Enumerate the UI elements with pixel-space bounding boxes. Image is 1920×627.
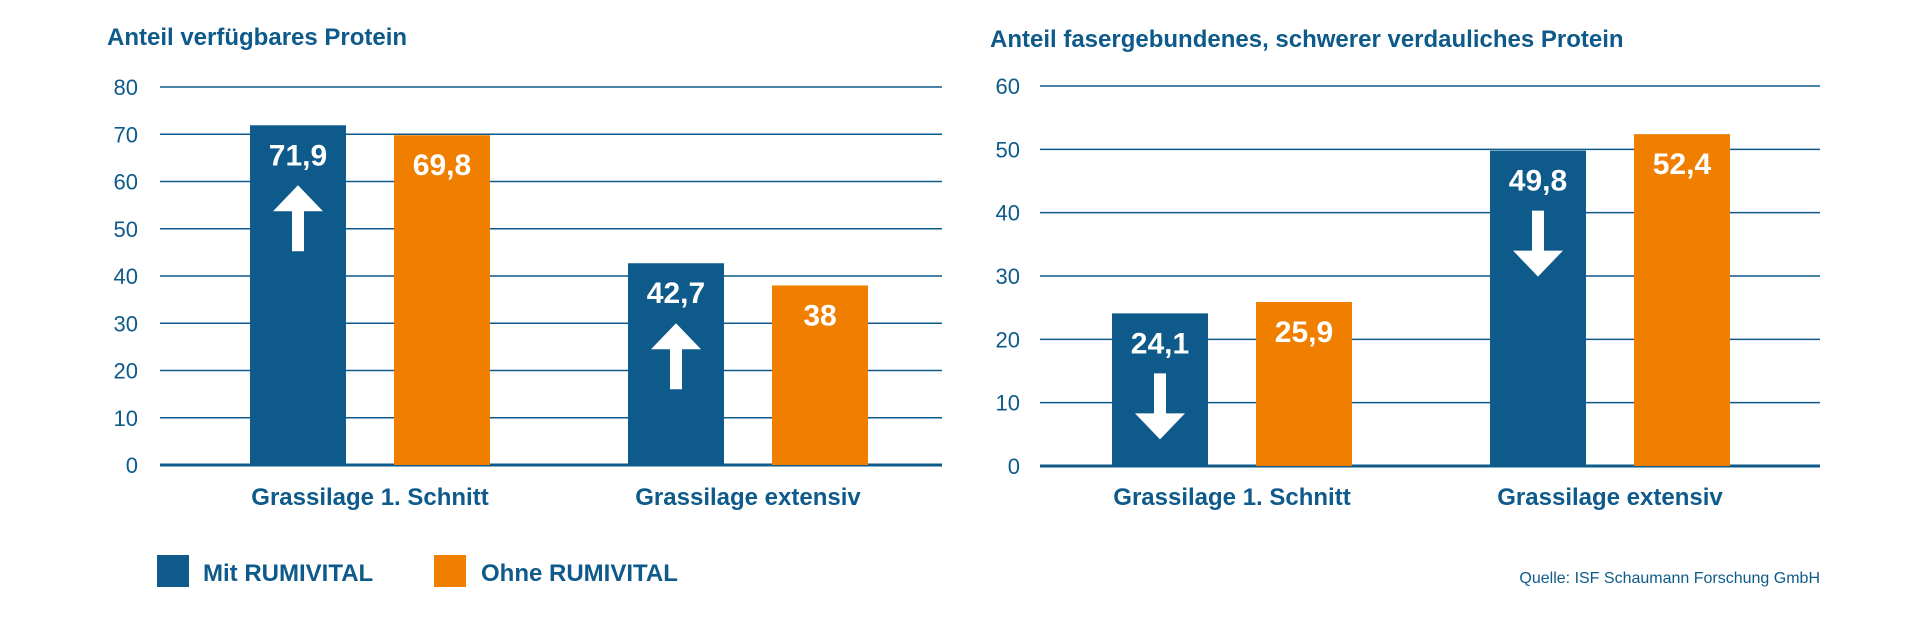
y-tick-label: 50	[996, 137, 1020, 162]
y-tick-label: 80	[114, 75, 138, 100]
y-tick-label: 20	[114, 359, 138, 384]
x-axis-categories: Grassilage 1. Schnitt Grassilage extensiv	[251, 484, 861, 511]
bar-value-label: 69,8	[413, 149, 471, 182]
chart-available-protein: Anteil verfügbares Protein 0 10 20 30 40 50 60…	[107, 24, 942, 511]
y-tick-label: 50	[114, 217, 138, 242]
y-tick-label: 0	[1008, 454, 1020, 479]
bar-ohne-rumivital	[394, 135, 490, 465]
bar-value-label: 38	[803, 299, 836, 332]
bar-ohne-rumivital	[1634, 134, 1730, 466]
x-category-label: Grassilage 1. Schnitt	[1113, 484, 1350, 511]
bar-value-label: 71,9	[269, 139, 327, 172]
y-axis-ticks: 0 10 20 30 40 50 60 70 80	[114, 75, 138, 478]
arrow-down-icon	[1135, 373, 1185, 440]
legend-label-mit: Mit RUMIVITAL	[203, 560, 373, 587]
y-tick-label: 40	[996, 201, 1020, 226]
x-category-label: Grassilage extensiv	[635, 484, 861, 511]
bar-mit-rumivital	[1490, 150, 1586, 466]
bar-value-label: 24,1	[1131, 327, 1189, 360]
bar-ohne-rumivital	[772, 285, 868, 465]
legend: Mit RUMIVITAL Ohne RUMIVITAL	[157, 555, 678, 587]
y-tick-label: 30	[996, 264, 1020, 289]
y-tick-label: 20	[996, 327, 1020, 352]
bar-ohne-rumivital	[1256, 301, 1352, 466]
arrow-up-icon	[273, 185, 323, 252]
bar-value-label: 52,4	[1653, 148, 1712, 181]
y-tick-label: 60	[114, 170, 138, 195]
bar-value-label: 49,8	[1509, 165, 1567, 198]
y-tick-label: 30	[114, 311, 138, 336]
y-axis-ticks: 0 10 20 30 40 50 60	[996, 74, 1020, 479]
bar-value-label: 42,7	[647, 277, 705, 310]
arrow-up-icon	[651, 323, 701, 390]
x-axis-categories: Grassilage 1. Schnitt Grassilage extensiv	[1113, 484, 1723, 511]
legend-label-ohne: Ohne RUMIVITAL	[481, 560, 678, 587]
bars: 71,9 69,8 42,7 38	[250, 125, 868, 466]
y-tick-label: 10	[996, 391, 1020, 416]
y-tick-label: 70	[114, 122, 138, 147]
arrow-down-icon	[1513, 210, 1563, 277]
y-tick-label: 60	[996, 74, 1020, 99]
legend-swatch-mit	[157, 555, 189, 587]
y-tick-label: 0	[126, 453, 138, 478]
bar-mit-rumivital	[250, 125, 346, 466]
chart-fiber-bound-protein: Anteil fasergebundenes, schwerer verdaul…	[990, 26, 1820, 511]
chart-title: Anteil fasergebundenes, schwerer verdaul…	[990, 26, 1624, 53]
y-tick-label: 40	[114, 264, 138, 289]
x-category-label: Grassilage extensiv	[1497, 484, 1723, 511]
chart-title: Anteil verfügbares Protein	[107, 24, 407, 51]
bar-value-label: 25,9	[1275, 316, 1333, 349]
y-tick-label: 10	[114, 406, 138, 431]
bars: 24,1 25,9 49,8 52,4	[1112, 134, 1730, 466]
legend-swatch-ohne	[434, 555, 466, 587]
source-note: Quelle: ISF Schaumann Forschung GmbH	[1519, 570, 1820, 587]
x-category-label: Grassilage 1. Schnitt	[251, 484, 488, 511]
